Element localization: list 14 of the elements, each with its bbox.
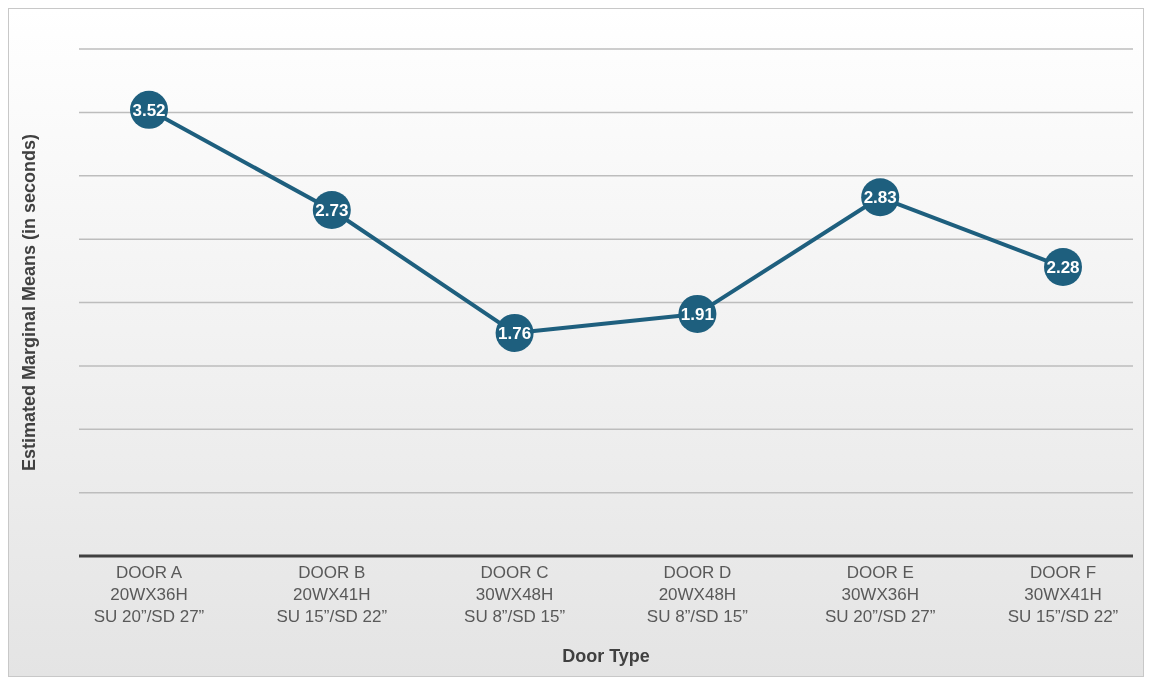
x-tick-label: DOOR D 20WX48H SU 8”/SD 15” <box>646 563 749 626</box>
data-label: 3.52 <box>132 100 166 120</box>
x-tick-label: DOOR E 30WX36H SU 20”/SD 27” <box>824 563 936 626</box>
x-axis-title: Door Type <box>562 646 650 666</box>
data-label: 2.83 <box>863 188 897 208</box>
x-tick-label: DOOR B 20WX41H SU 15”/SD 22” <box>276 563 388 626</box>
data-label: 2.28 <box>1046 258 1080 278</box>
data-label: 1.76 <box>498 323 532 343</box>
y-axis-title: Estimated Marginal Means (in seconds) <box>19 133 40 472</box>
x-tick-label: DOOR F 30WX41H SU 15”/SD 22” <box>1007 563 1119 626</box>
x-tick-label: DOOR C 30WX48H SU 8”/SD 15” <box>464 563 566 626</box>
x-tick-label: DOOR A 20WX36H SU 20”/SD 27” <box>93 563 205 626</box>
data-label: 2.73 <box>315 200 349 220</box>
data-label: 1.91 <box>680 304 714 324</box>
